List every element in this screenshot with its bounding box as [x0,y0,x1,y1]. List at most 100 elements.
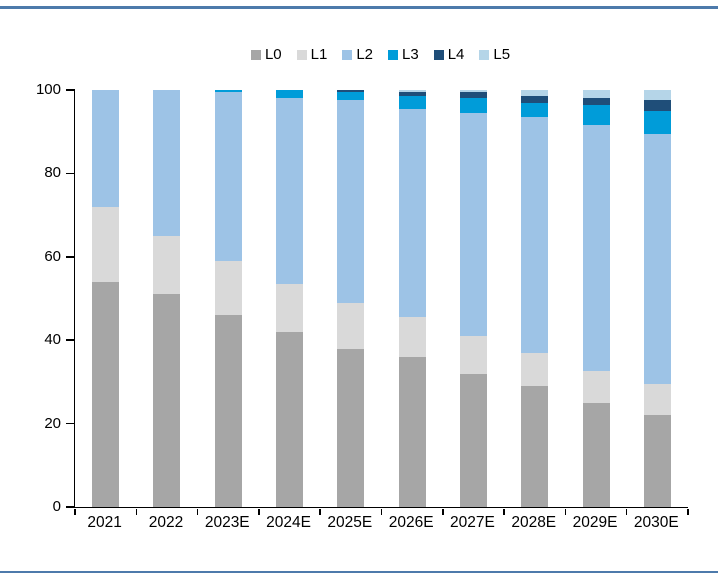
bar-segment-L4-2027E [459,92,487,99]
x-axis-category-label: 2027E [450,514,495,531]
bar-segment-L5-2030E [643,90,671,101]
bar-segment-L2-2026E [398,108,426,318]
x-axis-category-label: 2026E [388,514,434,531]
bar-segment-L1-2027E [459,336,487,374]
bar-segment-L2-2024E [276,98,304,284]
bar-segment-L0-2029E [582,402,610,507]
bar-segment-L4-2030E [643,100,671,111]
stacked-bar-2023E [214,90,242,507]
chart-legend: L0 L1 L2 L3 L4 L5 [74,46,687,63]
x-axis-tick [442,508,444,515]
x-axis-tick [319,508,321,515]
y-axis-tick-label: 60 [44,247,61,265]
stacked-bar-2029E [582,90,610,507]
y-axis-tick [66,172,75,175]
bar-segment-L1-2022 [153,235,181,295]
bar-segment-L1-2028E [521,352,549,387]
bar-segment-L2-2021 [92,90,120,207]
stacked-bar-2026E [398,90,426,507]
x-axis-category-label: 2021 [87,514,122,531]
y-axis-tick-label: 20 [44,414,61,432]
legend-item-L1: L1 [296,46,328,63]
x-axis-category-label: 2023E [204,514,250,531]
legend-swatch-icon [479,49,490,60]
x-axis-tick [625,508,628,515]
bar-segment-L0-2025E [337,348,365,507]
bar-segment-L5-2027E [459,90,487,93]
stacked-bar-2028E [521,90,549,507]
bar-segment-L3-2024E [276,90,304,99]
bar-segment-L0-2030E [643,415,671,507]
bar-segment-L2-2027E [459,112,487,337]
y-axis-tick [66,506,75,508]
x-axis-labels: 2021 2022 2023E 2024E 2025E 2026E 2027E 2028E 20… [74,514,687,536]
legend-item-L5: L5 [479,46,510,63]
bar-segment-L3-2026E [398,96,426,109]
legend-label: L3 [402,46,419,63]
stacked-bar-2030E [643,90,671,507]
x-axis-tick [74,508,76,515]
x-axis-category-label: 2025E [327,514,373,531]
legend-label: L1 [310,46,328,63]
bar-segment-L2-2022 [153,90,181,236]
bar-segment-L4-2029E [582,98,610,105]
bar-segment-L3-2028E [521,102,549,118]
bar-segment-L0-2021 [92,281,120,507]
x-axis-tick [258,508,260,515]
legend-label: L2 [356,46,373,63]
y-axis-tick-label: 40 [44,331,61,349]
y-axis-tick [66,422,75,425]
bar-segment-L1-2026E [398,317,426,357]
y-axis-tick-label: 100 [35,81,61,98]
bar-segment-L4-2026E [398,92,426,97]
bar-segment-L2-2028E [521,117,549,353]
stacked-bar-2021 [92,90,120,507]
x-axis-category-label: 2030E [633,514,679,531]
legend-swatch-icon [296,49,307,60]
stacked-bar-2025E [337,90,365,507]
legend-item-L0: L0 [250,46,282,63]
legend-item-L2: L2 [342,46,373,63]
bar-segment-L1-2021 [92,206,120,282]
bar-segment-L0-2024E [276,331,304,507]
legend-label: L5 [493,46,511,63]
bar-segment-L3-2025E [337,92,365,101]
stacked-bar-2024E [276,90,304,507]
bar-segment-L1-2029E [582,371,610,403]
bar-segment-L1-2023E [214,260,242,316]
x-axis-category-label: 2024E [266,514,311,531]
plot-area: 0 20 40 60 80 100 [36,81,689,515]
stacked-bar-2022 [153,90,181,507]
y-axis-tick [66,339,75,341]
legend-label: L4 [447,46,465,63]
bar-segment-L0-2026E [398,356,426,507]
legend-swatch-icon [388,49,398,60]
y-axis-tick [66,89,75,91]
bar-segment-L2-2030E [643,133,671,384]
bar-segment-L3-2030E [643,110,671,134]
bar-segment-L1-2025E [337,302,365,349]
legend-swatch-icon [433,49,444,60]
bar-segment-L0-2023E [214,315,242,507]
bar-segment-L2-2023E [214,92,242,261]
stacked-bar-2027E [459,90,487,507]
y-axis-tick-label: 0 [52,498,61,515]
bottom-rule [0,571,718,573]
x-axis-tick [196,508,199,515]
bar-segment-L0-2027E [459,373,487,507]
bar-segment-L5-2029E [582,90,610,99]
bar-segment-L3-2029E [582,104,610,126]
bar-segment-L2-2025E [337,100,365,303]
bar-segment-L4-2025E [337,90,365,93]
bar-segment-L2-2029E [582,125,610,372]
top-rule [0,6,718,9]
x-axis-category-label: 2022 [148,514,184,531]
x-axis-tick [135,508,138,515]
bar-segment-L0-2028E [521,386,549,507]
x-axis-category-label: 2028E [511,514,557,531]
x-axis-tick [564,508,567,515]
x-axis-category-label: 2029E [572,514,618,531]
bar-segment-L3-2027E [459,98,487,113]
y-axis-tick-label: 80 [44,164,61,182]
